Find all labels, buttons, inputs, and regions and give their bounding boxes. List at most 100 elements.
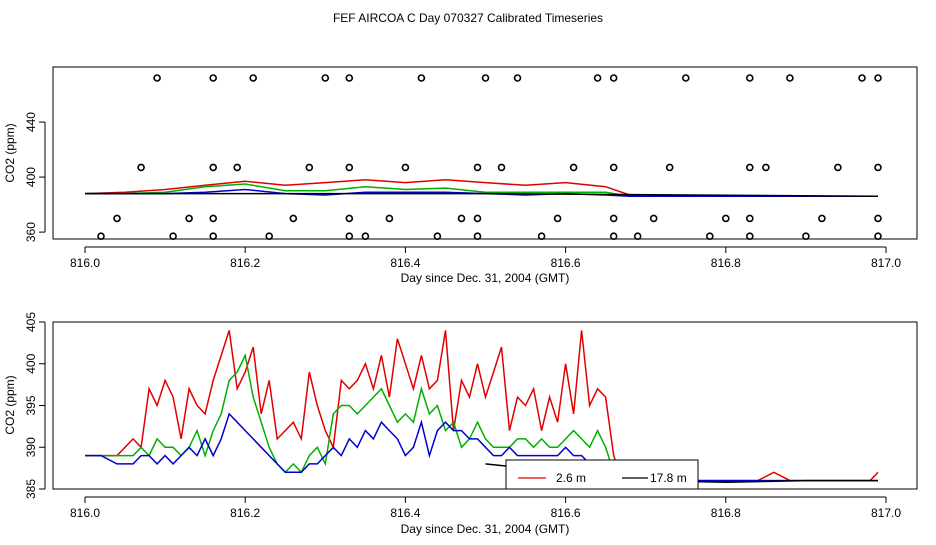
top-marker xyxy=(473,232,482,240)
top-marker xyxy=(786,74,794,82)
bottom-plot-frame xyxy=(52,321,918,490)
bottom-x-tick-label: 816.2 xyxy=(230,506,260,520)
top-y-tick-label: 440 xyxy=(24,112,38,132)
top-marker xyxy=(553,214,562,223)
top-plot-frame xyxy=(52,66,918,240)
top-marker xyxy=(745,232,754,240)
top-x-tick-label: 816.4 xyxy=(390,256,420,270)
top-marker xyxy=(874,163,882,172)
top-marker xyxy=(497,163,506,172)
top-marker xyxy=(153,74,161,82)
top-marker xyxy=(345,74,354,82)
top-marker xyxy=(137,163,145,172)
top-marker xyxy=(874,74,882,82)
top-marker xyxy=(665,163,674,172)
top-marker xyxy=(513,74,522,82)
bottom-y-tick-label: 390 xyxy=(24,437,38,457)
top-y-axis: 360 400 440 xyxy=(24,112,46,242)
legend-box xyxy=(505,459,699,490)
top-y-tick-label: 400 xyxy=(24,167,38,187)
top-marker xyxy=(633,232,642,240)
top-marker xyxy=(818,214,826,223)
bottom-x-axis-label: Day since Dec. 31, 2004 (GMT) xyxy=(401,522,570,536)
top-x-axis: 816.0 816.2 816.4 816.6 816.8 817.0 xyxy=(70,246,901,270)
top-x-tick-label: 816.2 xyxy=(230,256,260,270)
top-marker xyxy=(762,163,770,172)
top-x-axis-label: Day since Dec. 31, 2004 (GMT) xyxy=(401,271,570,285)
top-marker xyxy=(345,163,354,172)
bottom-x-axis: 816.0 816.2 816.4 816.6 816.8 817.0 xyxy=(70,496,901,520)
top-marker xyxy=(473,163,482,172)
top-marker xyxy=(858,74,866,82)
bottom-y-tick-label: 400 xyxy=(24,353,38,373)
top-marker xyxy=(609,232,618,240)
top-marker xyxy=(457,214,466,223)
top-marker xyxy=(209,232,217,240)
top-marker xyxy=(874,232,882,240)
top-marker xyxy=(97,232,105,240)
top-marker xyxy=(169,232,177,240)
top-marker xyxy=(417,74,426,82)
legend: 2.6 m 17.8 m xyxy=(505,459,699,490)
top-marker xyxy=(874,214,882,223)
bottom-series-green xyxy=(85,353,878,482)
bottom-series-2-6-m xyxy=(85,330,879,483)
legend-label-2-6m: 2.6 m xyxy=(556,471,586,485)
top-series-blue xyxy=(85,188,878,198)
top-marker xyxy=(721,214,730,223)
bottom-x-tick-label: 816.6 xyxy=(551,506,581,520)
top-marker xyxy=(569,163,578,172)
top-marker xyxy=(249,74,257,82)
top-marker xyxy=(473,214,482,223)
top-marker xyxy=(834,163,842,172)
top-marker xyxy=(593,74,602,82)
top-marker xyxy=(433,232,442,240)
top-marker xyxy=(745,74,754,82)
top-series-black xyxy=(85,192,879,198)
top-marker xyxy=(681,74,690,82)
bottom-series-blue xyxy=(85,412,878,482)
bottom-y-tick-label: 385 xyxy=(24,479,38,499)
top-marker xyxy=(289,214,298,223)
bottom-y-tick-label: 405 xyxy=(24,312,38,332)
top-y-tick-label: 360 xyxy=(24,222,38,242)
top-marker xyxy=(481,74,490,82)
top-markers-group xyxy=(97,74,882,240)
bottom-panel: 816.0 816.2 816.4 816.6 816.8 817.0 385 390 395… xyxy=(3,312,918,536)
top-marker xyxy=(209,163,217,172)
top-marker xyxy=(345,214,354,223)
top-marker xyxy=(537,232,546,240)
bottom-y-axis-label: CO2 (ppm) xyxy=(3,375,17,434)
top-marker xyxy=(401,163,410,172)
top-marker xyxy=(361,232,370,240)
top-marker xyxy=(649,214,658,223)
top-x-tick-label: 816.6 xyxy=(551,256,581,270)
bottom-x-tick-label: 816.4 xyxy=(390,506,420,520)
legend-label-17-8m: 17.8 m xyxy=(650,471,687,485)
top-marker xyxy=(745,214,754,223)
top-x-tick-label: 817.0 xyxy=(871,256,901,270)
top-marker xyxy=(209,214,217,223)
bottom-x-tick-label: 817.0 xyxy=(871,506,901,520)
top-marker xyxy=(609,163,618,172)
top-marker xyxy=(705,232,714,240)
top-series-group xyxy=(84,179,879,198)
top-panel: 816.0 816.2 816.4 816.6 816.8 817.0 360 400 440… xyxy=(3,66,918,285)
top-marker xyxy=(345,232,354,240)
top-marker xyxy=(209,74,217,82)
top-marker xyxy=(321,74,330,82)
bottom-y-tick-label: 395 xyxy=(24,395,38,415)
bottom-y-axis: 385 390 395 400 405 xyxy=(24,312,46,499)
top-marker xyxy=(745,163,754,172)
top-marker xyxy=(609,74,618,82)
bottom-series-group xyxy=(85,330,879,484)
top-marker xyxy=(305,163,314,172)
top-marker xyxy=(113,214,121,223)
chart-title: FEF AIRCOA C Day 070327 Calibrated Times… xyxy=(333,11,603,25)
top-marker xyxy=(802,232,810,240)
top-marker xyxy=(609,214,618,223)
top-marker xyxy=(265,232,274,240)
top-x-tick-label: 816.8 xyxy=(711,256,741,270)
